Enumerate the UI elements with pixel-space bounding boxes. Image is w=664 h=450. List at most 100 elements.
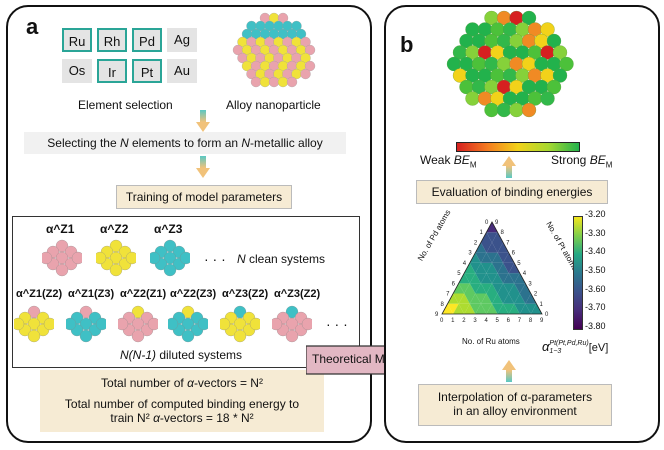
cluster-atom xyxy=(43,317,54,331)
cluster-atom xyxy=(220,317,231,331)
selecting-n2: N xyxy=(241,136,251,150)
element-cell-ag: Ag xyxy=(167,28,197,52)
diluted-cluster-image xyxy=(272,305,312,343)
summary1-pre: Total number of xyxy=(101,376,188,390)
ternary-cell xyxy=(514,273,526,284)
ternary-cell xyxy=(458,273,470,284)
summary-line-3: train N² α-vectors = 18 * N² xyxy=(40,411,324,425)
alpha-colorbar-label: αPt(Pt,Pd,Ru) 1−3 [eV] xyxy=(542,339,608,356)
ternary-cell xyxy=(514,293,526,304)
binding-site-sphere xyxy=(540,22,555,37)
ternary-cell xyxy=(497,283,509,294)
ternary-cell xyxy=(525,303,537,314)
alloy-nanoparticle-image xyxy=(232,12,316,88)
cluster-atom xyxy=(27,329,41,343)
diluted-alpha-label: α^Z1(Z3) xyxy=(68,288,115,300)
ternary-tick: 9 xyxy=(540,318,544,324)
ternary-cell xyxy=(525,293,537,304)
ternary-cell xyxy=(469,273,481,284)
ternary-cell xyxy=(492,242,504,253)
diluted-alpha-label: α^Z2(Z1) xyxy=(120,288,167,300)
ternary-cell xyxy=(514,303,526,314)
ternary-cell xyxy=(486,273,498,284)
clean-n: N xyxy=(237,252,246,266)
ternary-cell xyxy=(475,262,487,274)
ternary-cell xyxy=(486,262,498,274)
ternary-cell xyxy=(475,283,487,294)
element-cell-os: Os xyxy=(62,59,92,83)
down-arrow-icon xyxy=(196,110,210,132)
ternary-cell xyxy=(486,303,498,314)
ternary-cell xyxy=(492,293,504,304)
summary1-alpha: α xyxy=(187,376,194,390)
ternary-tick: 4 xyxy=(463,261,467,267)
interp-line-2: in an alloy environment xyxy=(453,404,577,418)
selecting-text-1: Selecting the xyxy=(47,136,120,150)
diluted-cluster-image xyxy=(220,305,260,343)
ternary-cell xyxy=(453,283,465,294)
ternary-cell xyxy=(469,252,481,263)
ternary-tick: 0 xyxy=(545,312,549,318)
ternary-cell xyxy=(469,262,481,274)
ternary-cell xyxy=(508,283,520,294)
cluster-atom xyxy=(147,317,158,331)
binding-site-sphere xyxy=(521,10,537,26)
cluster-atom xyxy=(168,317,179,331)
ternary-tick: 8 xyxy=(529,318,533,324)
ternary-cell xyxy=(492,303,504,314)
diluted-cluster-image xyxy=(118,305,158,343)
cluster-atom xyxy=(118,317,129,331)
ternary-cell xyxy=(469,293,481,304)
ternary-cell xyxy=(503,283,515,294)
ternary-cell xyxy=(486,222,498,233)
binding-site-sphere xyxy=(559,56,574,72)
panel-b xyxy=(384,5,660,443)
element-selection-caption: Element selection xyxy=(78,98,173,112)
interpolation-box: Interpolation of α-parameters in an allo… xyxy=(418,384,612,426)
ternary-cell xyxy=(486,242,498,253)
binding-site-sphere xyxy=(552,68,568,83)
atom-sphere xyxy=(250,76,262,88)
ternary-cell xyxy=(475,273,487,284)
atom-sphere xyxy=(268,76,280,88)
ternary-cell xyxy=(530,303,542,314)
cluster-atom xyxy=(272,317,283,331)
atom-sphere xyxy=(291,20,302,32)
evaluation-box: Evaluation of binding energies xyxy=(416,180,608,204)
summary2-post: -vectors = 18 * N² xyxy=(159,411,254,425)
selecting-n: N xyxy=(119,136,129,150)
ternary-tick: 3 xyxy=(473,318,477,324)
ternary-cell xyxy=(458,303,470,314)
binding-site-sphere xyxy=(521,102,537,118)
cluster-atom xyxy=(14,317,25,331)
ternary-tick: 2 xyxy=(534,292,538,298)
diluted-alpha-label: α^Z3(Z2) xyxy=(274,288,321,300)
binding-site-sphere xyxy=(552,45,568,60)
ternary-cell xyxy=(519,283,531,294)
binding-site-sphere xyxy=(496,102,512,118)
selecting-elements-box: Selecting the N elements to form an N-me… xyxy=(24,132,346,154)
interp-line-1: Interpolation of α-parameters xyxy=(437,390,593,404)
ternary-tick: 0 xyxy=(485,220,489,226)
ternary-cell xyxy=(508,303,520,314)
ternary-cell xyxy=(464,283,476,294)
down-arrow-icon xyxy=(196,156,210,178)
ternary-cell xyxy=(480,242,492,253)
element-grid: Ru Rh Pd Ag Os Ir Pt Au xyxy=(62,28,202,86)
atom-sphere xyxy=(259,76,271,88)
ternary-tick: 4 xyxy=(484,318,488,324)
diluted-cluster-image xyxy=(66,305,106,343)
ternary-cell xyxy=(508,293,520,304)
ternary-cell xyxy=(475,303,487,314)
cluster-atom xyxy=(66,317,77,331)
ternary-cell xyxy=(464,303,476,314)
cluster-atom xyxy=(42,251,53,265)
selecting-text-2: elements to form an xyxy=(128,136,242,150)
strong-be: BE xyxy=(589,153,606,167)
cluster-atom xyxy=(233,329,247,343)
weak-pre: Weak xyxy=(420,153,454,167)
atom-sphere xyxy=(277,76,289,88)
ternary-tick: 3 xyxy=(468,251,472,257)
ternary-tick: 1 xyxy=(451,318,455,324)
ternary-cell xyxy=(475,293,487,304)
